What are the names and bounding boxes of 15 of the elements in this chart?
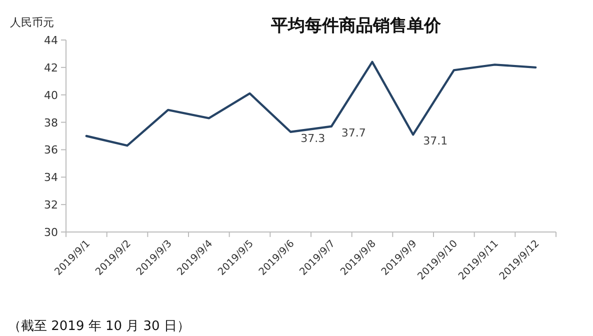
y-tick-label: 42	[44, 61, 58, 74]
y-tick-label: 44	[44, 34, 58, 47]
chart-title: 平均每件商品销售单价	[270, 16, 442, 36]
y-axis-title: 人民币元	[10, 16, 54, 29]
y-tick-label: 36	[44, 144, 58, 157]
y-tick-label: 40	[44, 88, 58, 102]
y-tick-label: 34	[44, 171, 58, 184]
data-label: 37.3	[300, 132, 326, 145]
data-label: 37.7	[341, 126, 366, 140]
y-tick-label: 32	[44, 198, 58, 212]
y-tick-label: 30	[44, 226, 58, 239]
text: （截至 2019 年 10 月 30 日）	[8, 319, 190, 334]
line-series	[85, 60, 537, 147]
data-label: 37.1	[423, 134, 448, 148]
y-tick-label: 38	[44, 116, 58, 130]
